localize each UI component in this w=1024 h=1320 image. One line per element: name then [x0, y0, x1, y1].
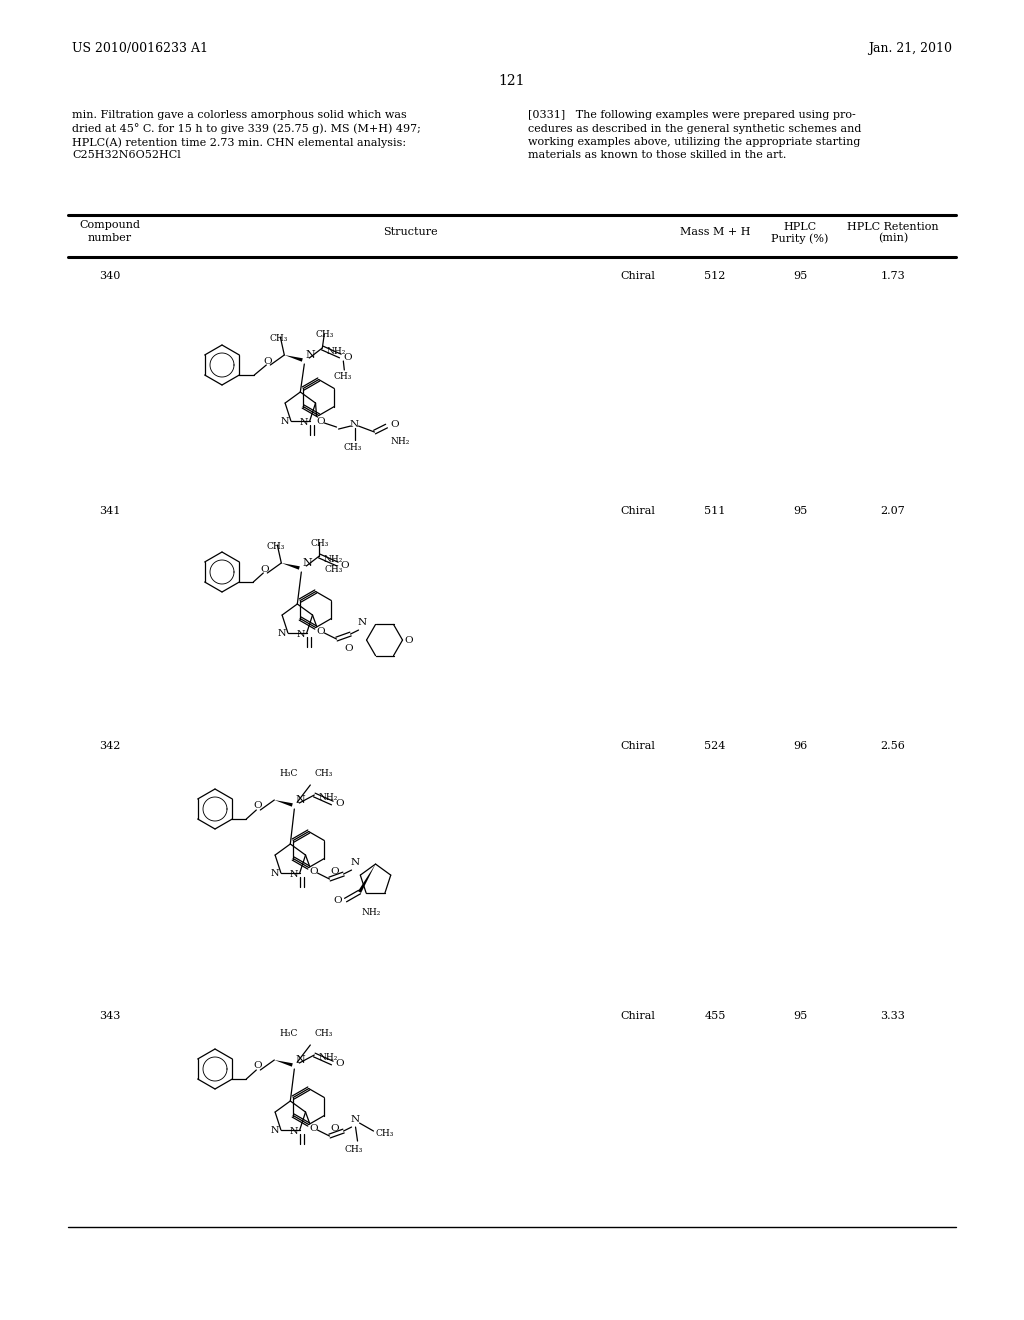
Text: O: O — [330, 1123, 339, 1133]
Text: H₃C: H₃C — [280, 768, 298, 777]
Text: N: N — [351, 858, 360, 866]
Polygon shape — [274, 800, 293, 807]
Text: Chiral: Chiral — [621, 741, 655, 751]
Text: Structure: Structure — [383, 227, 437, 238]
Text: NH₂: NH₂ — [390, 437, 410, 446]
Text: 342: 342 — [99, 741, 121, 751]
Text: working examples above, utilizing the appropriate starting: working examples above, utilizing the ap… — [528, 137, 860, 147]
Text: 343: 343 — [99, 1011, 121, 1020]
Text: CH₃: CH₃ — [315, 330, 334, 339]
Text: N: N — [351, 1114, 360, 1123]
Text: N: N — [358, 618, 367, 627]
Polygon shape — [285, 355, 303, 362]
Text: NH₂: NH₂ — [318, 1053, 338, 1063]
Text: O: O — [309, 866, 317, 875]
Text: 95: 95 — [793, 506, 807, 516]
Text: O: O — [340, 561, 349, 569]
Text: CH₃: CH₃ — [343, 444, 361, 451]
Text: O: O — [404, 635, 413, 644]
Text: 341: 341 — [99, 506, 121, 516]
Text: N: N — [278, 630, 286, 639]
Text: CH₃: CH₃ — [325, 565, 343, 574]
Text: N: N — [281, 417, 289, 426]
Text: [0331]   The following examples were prepared using pro-: [0331] The following examples were prepa… — [528, 110, 856, 120]
Text: C25H32N6O52HCl: C25H32N6O52HCl — [72, 150, 181, 161]
Text: materials as known to those skilled in the art.: materials as known to those skilled in t… — [528, 150, 786, 161]
Text: O: O — [253, 1061, 262, 1071]
Text: O: O — [344, 644, 353, 653]
Text: O: O — [263, 356, 271, 366]
Text: cedures as described in the general synthetic schemes and: cedures as described in the general synt… — [528, 124, 861, 133]
Text: CH₃: CH₃ — [376, 1129, 394, 1138]
Text: O: O — [316, 417, 325, 425]
Text: O: O — [253, 801, 262, 810]
Polygon shape — [282, 564, 300, 570]
Text: N: N — [296, 631, 305, 639]
Text: 3.33: 3.33 — [881, 1011, 905, 1020]
Text: N: N — [302, 558, 312, 568]
Text: NH₂: NH₂ — [361, 908, 381, 917]
Text: 2.07: 2.07 — [881, 506, 905, 516]
Text: 121: 121 — [499, 74, 525, 88]
Text: N: N — [270, 1126, 279, 1135]
Text: O: O — [390, 420, 399, 429]
Text: Purity (%): Purity (%) — [771, 234, 828, 244]
Text: Chiral: Chiral — [621, 1011, 655, 1020]
Text: 340: 340 — [99, 271, 121, 281]
Text: US 2010/0016233 A1: US 2010/0016233 A1 — [72, 42, 208, 55]
Text: N: N — [350, 420, 359, 429]
Text: 96: 96 — [793, 741, 807, 751]
Text: O: O — [330, 866, 339, 875]
Text: 2.56: 2.56 — [881, 741, 905, 751]
Text: CH₃: CH₃ — [314, 768, 333, 777]
Text: HPLC: HPLC — [783, 222, 816, 232]
Polygon shape — [358, 865, 376, 892]
Text: H₃C: H₃C — [280, 1028, 298, 1038]
Text: O: O — [316, 627, 325, 635]
Text: dried at 45° C. for 15 h to give 339 (25.75 g). MS (M+H) 497;: dried at 45° C. for 15 h to give 339 (25… — [72, 124, 421, 135]
Text: CH₃: CH₃ — [333, 372, 351, 381]
Text: Chiral: Chiral — [621, 271, 655, 281]
Text: NH₂: NH₂ — [324, 554, 343, 564]
Text: 511: 511 — [705, 506, 726, 516]
Text: O: O — [309, 1123, 317, 1133]
Text: O: O — [335, 800, 344, 808]
Text: 512: 512 — [705, 271, 726, 281]
Text: Chiral: Chiral — [621, 506, 655, 516]
Text: O: O — [335, 1060, 344, 1068]
Text: 455: 455 — [705, 1011, 726, 1020]
Text: N: N — [299, 418, 308, 428]
Text: N: N — [289, 1127, 298, 1137]
Text: number: number — [88, 234, 132, 243]
Text: NH₂: NH₂ — [318, 793, 338, 803]
Text: CH₃: CH₃ — [269, 334, 288, 343]
Text: HPLC(A) retention time 2.73 min. CHN elemental analysis:: HPLC(A) retention time 2.73 min. CHN ele… — [72, 137, 407, 148]
Text: 95: 95 — [793, 1011, 807, 1020]
Text: N: N — [295, 795, 305, 805]
Text: 524: 524 — [705, 741, 726, 751]
Polygon shape — [274, 1060, 293, 1067]
Text: Mass M + H: Mass M + H — [680, 227, 751, 238]
Text: CH₃: CH₃ — [310, 539, 329, 548]
Text: HPLC Retention: HPLC Retention — [847, 222, 939, 232]
Text: N: N — [289, 870, 298, 879]
Text: 1.73: 1.73 — [881, 271, 905, 281]
Text: N: N — [295, 1055, 305, 1065]
Text: CH₃: CH₃ — [344, 1144, 362, 1154]
Text: NH₂: NH₂ — [327, 346, 346, 355]
Text: O: O — [333, 895, 342, 904]
Text: CH₃: CH₃ — [266, 543, 285, 550]
Text: CH₃: CH₃ — [314, 1028, 333, 1038]
Text: N: N — [305, 350, 315, 360]
Text: O: O — [343, 352, 352, 362]
Text: Compound: Compound — [80, 220, 140, 230]
Text: min. Filtration gave a colorless amorphous solid which was: min. Filtration gave a colorless amorpho… — [72, 110, 407, 120]
Text: Jan. 21, 2010: Jan. 21, 2010 — [868, 42, 952, 55]
Text: O: O — [260, 565, 268, 573]
Text: N: N — [270, 870, 279, 878]
Text: (min): (min) — [878, 234, 908, 243]
Text: 95: 95 — [793, 271, 807, 281]
